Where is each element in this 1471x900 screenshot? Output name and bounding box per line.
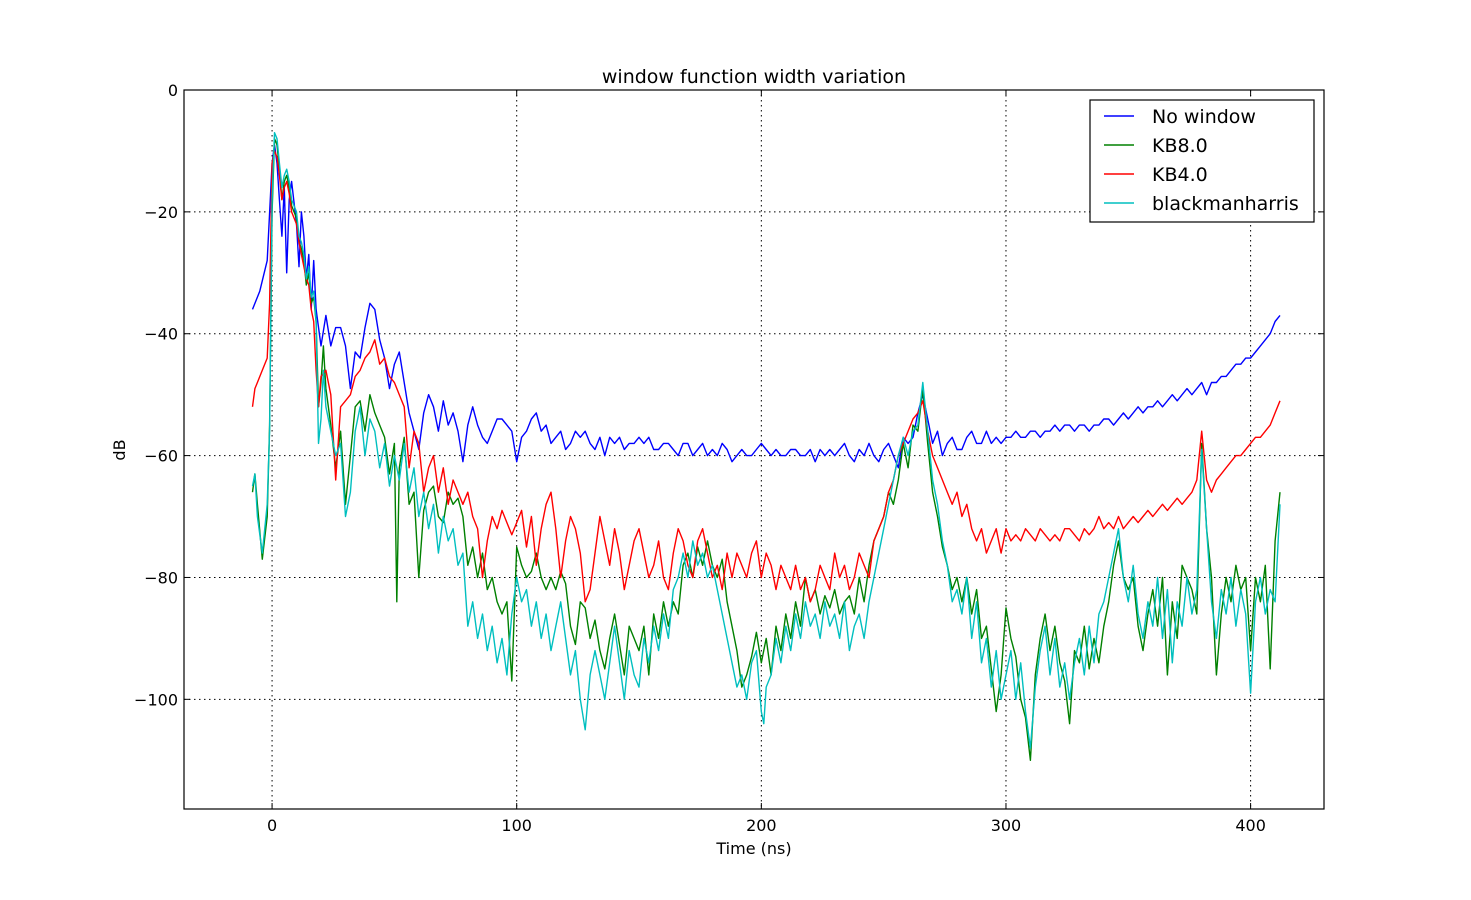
legend: No window KB8.0 KB4.0 blackmanharris <box>1089 99 1315 223</box>
y-axis-label: dB <box>110 439 129 460</box>
axis-ticks: 0 100 200 300 400 0 −20 −40 −60 −80 −100 <box>134 81 1324 835</box>
y-tick-label: −60 <box>144 447 178 466</box>
series-line-no-window <box>251 144 1281 469</box>
x-tick-label: 100 <box>501 816 532 835</box>
legend-label-no-window: No window <box>1152 106 1256 128</box>
legend-label-kb8-0: KB8.0 <box>1152 135 1208 157</box>
y-tick-label: −100 <box>134 690 178 709</box>
x-tick-label: 300 <box>991 816 1022 835</box>
series-line-kb8-0 <box>251 138 1281 761</box>
y-tick-label: −80 <box>144 568 178 587</box>
series-line-blackmanharris <box>251 132 1281 749</box>
plot-frame <box>183 89 1325 810</box>
y-tick-label: 0 <box>168 81 178 100</box>
x-axis-label: Time (ns) <box>715 839 791 858</box>
series-line-kb4-0 <box>251 150 1281 603</box>
x-tick-label: 0 <box>267 816 277 835</box>
chart-title: window function width variation <box>602 66 906 88</box>
legend-box <box>1089 99 1315 223</box>
legend-label-kb4-0: KB4.0 <box>1152 164 1208 186</box>
x-tick-label: 400 <box>1235 816 1266 835</box>
series-lines <box>251 132 1281 761</box>
y-tick-label: −40 <box>144 325 178 344</box>
x-tick-label: 200 <box>746 816 777 835</box>
y-tick-label: −20 <box>144 203 178 222</box>
legend-label-blackmanharris: blackmanharris <box>1152 193 1299 215</box>
